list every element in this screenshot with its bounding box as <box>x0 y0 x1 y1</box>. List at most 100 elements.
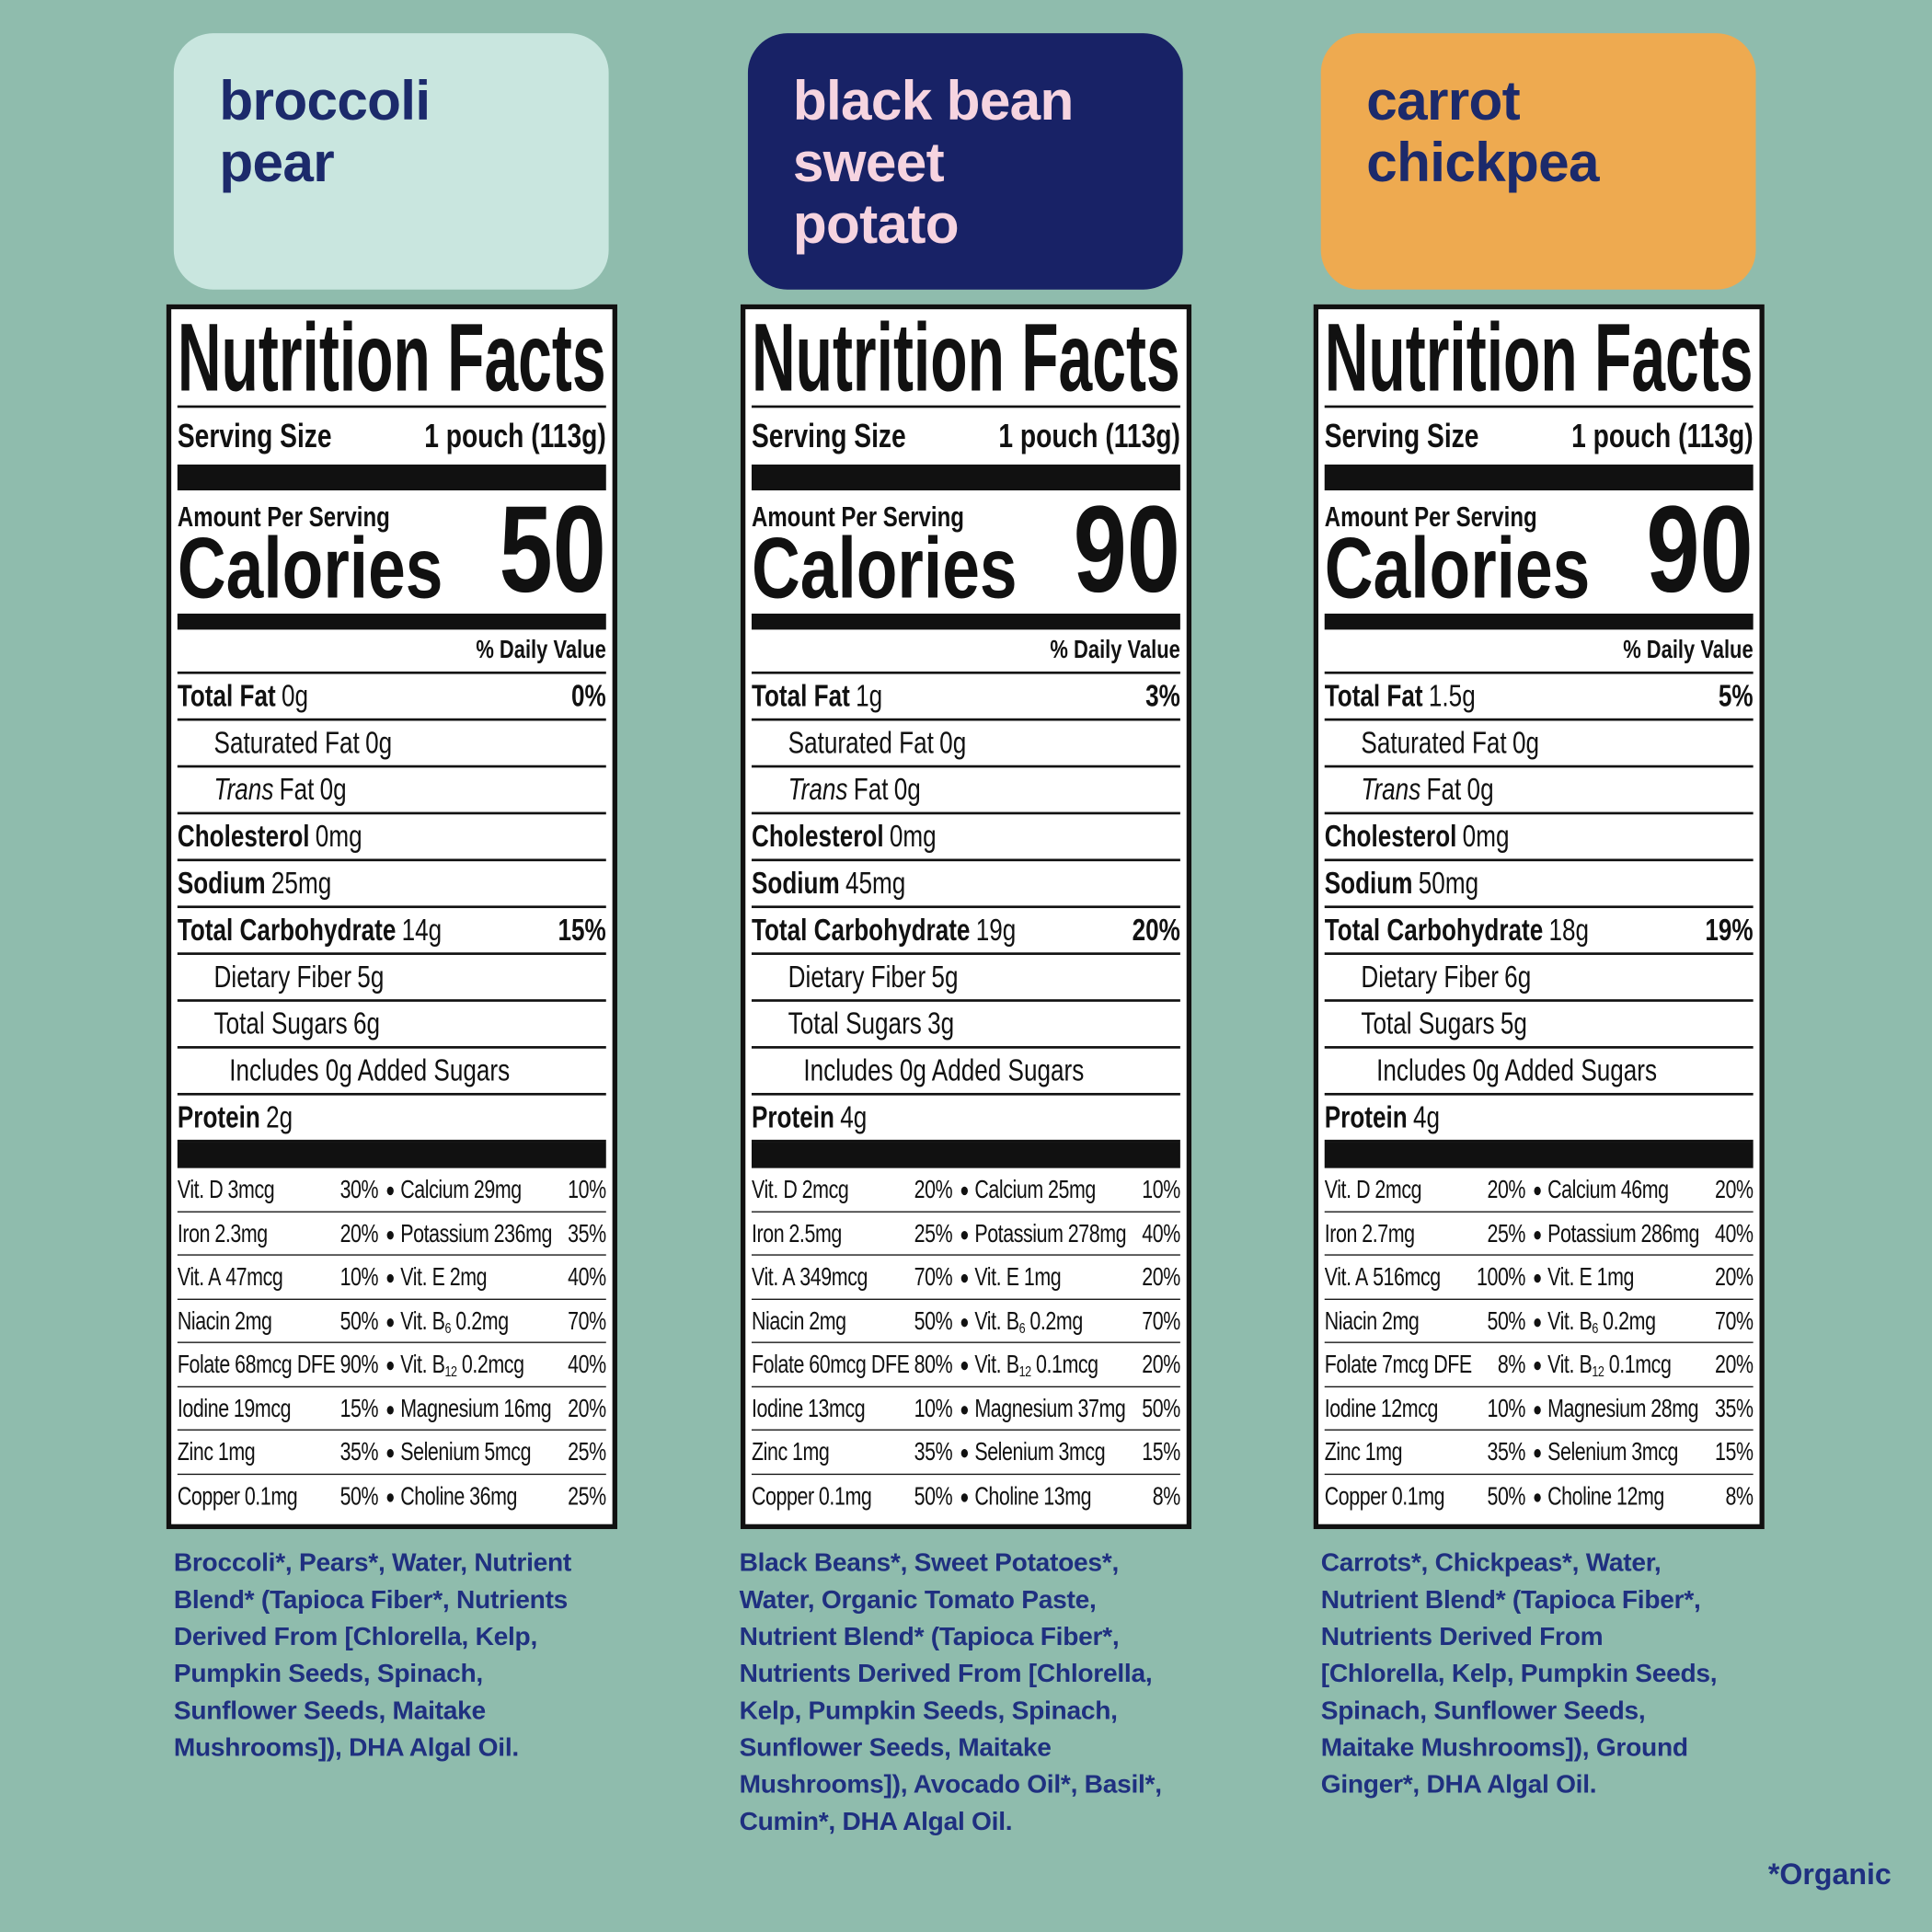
vitamin-dv: 35% <box>1487 1437 1526 1466</box>
vitamin-dv: 8% <box>1497 1350 1526 1379</box>
vitamin-dv: 35% <box>568 1219 606 1248</box>
medium-rule <box>1324 613 1754 630</box>
bullet <box>960 1186 968 1196</box>
nutrient-dv: 19% <box>1705 912 1754 948</box>
vitamin-dv: 25% <box>568 1481 606 1511</box>
vitamin-row: Vit. A 47mcg 10% Vit. E 2mg 40% <box>177 1256 606 1300</box>
vitamin-subscript: 12 <box>444 1363 457 1381</box>
vitamin-row: Copper 0.1mg 50% Choline 36mg 25% <box>178 1474 606 1516</box>
vitamin-label: Selenium <box>400 1437 480 1466</box>
vitamin-name: Copper 0.1mg <box>178 1474 298 1518</box>
title-text: Nutrition Facts <box>1324 304 1754 412</box>
vitamin-name: Folate 68mcg DFE <box>178 1343 336 1387</box>
vitamin-amount: 0.2mg <box>455 1306 509 1336</box>
vitamin-label: Vit. D <box>177 1175 224 1204</box>
nutrition-label: Nutrition Facts Serving Size 1 pouch (113g… <box>166 304 617 1530</box>
vitamin-name: Magnesium 37mg <box>974 1386 1125 1431</box>
product-name-line: black bean <box>792 69 1075 132</box>
vitamin-row: Zinc 1mg 35% Selenium 3mcg 15% <box>1324 1431 1754 1475</box>
vitamin-label: Magnesium <box>1547 1394 1647 1423</box>
vitamin-label: Zinc <box>751 1437 788 1466</box>
vitamin-dv: 50% <box>914 1306 952 1336</box>
vitamin-label: Choline <box>973 1481 1039 1511</box>
daily-value-header: % Daily Value <box>1324 629 1754 674</box>
vitamin-row: Copper 0.1mg 50% Choline 12mg 8% <box>1325 1474 1754 1516</box>
vitamin-dv: 15% <box>339 1394 379 1423</box>
vitamin-row: Iodine 12mcg 10% Magnesium 28mg 35% <box>1324 1386 1754 1431</box>
nutrient-amount: 0g <box>365 725 393 760</box>
ingredients-line: [Chlorella, Kelp, Pumpkin Seeds, <box>1320 1660 1718 1688</box>
vitamin-row: Vit. D 2mcg 20% Calcium 25mg 10% <box>751 1168 1180 1213</box>
nutrient-row: Protein 4g <box>751 1096 1180 1143</box>
thick-rule <box>751 1142 1180 1168</box>
vitamin-label: Folate <box>1324 1350 1377 1379</box>
vitamin-dv: 70% <box>1141 1306 1180 1336</box>
nutrient-amount: 0g <box>319 772 347 807</box>
nutrient-row: Sodium 45mg <box>751 861 1180 909</box>
vitamin-amount: 25mg <box>1047 1175 1096 1204</box>
ingredients-line: Derived From [Chlorella, Kelp, <box>173 1622 538 1651</box>
vitamin-amount: 0.1mg <box>818 1481 871 1511</box>
product-header: broccoli pear <box>173 33 609 290</box>
nutrient-name: Total Fat <box>177 678 276 713</box>
nutrient-name: Protein <box>751 1099 834 1134</box>
nutrient-amount: 5g <box>1500 1006 1527 1041</box>
bullet <box>960 1405 968 1414</box>
nutrient-row: Dietary Fiber 5g <box>751 955 1180 1002</box>
serving-value: 1 pouch (113g) <box>1571 417 1754 454</box>
vitamin-name: Vit. E 1mg <box>1547 1256 1634 1300</box>
vitamin-row: Iron 2.7mg 25% Potassium 286mg 40% <box>1324 1212 1754 1256</box>
nutrient-dv: 3% <box>1144 678 1180 713</box>
vitamin-amount: 2.3mg <box>214 1219 268 1248</box>
vitamin-name: Selenium 3mcg <box>974 1431 1105 1475</box>
vitamin-dv: 35% <box>339 1437 379 1466</box>
vitamin-amount: 0.1mg <box>244 1481 298 1511</box>
ingredients: Black Beans*, Sweet Potatoes*, Water, Org… <box>740 1545 1162 1840</box>
medium-rule <box>177 613 606 630</box>
bullet <box>960 1492 968 1501</box>
vitamin-amount: 3mcg <box>1631 1437 1678 1466</box>
nutrient-row: Sodium 50mg <box>1324 861 1754 909</box>
serving-row: Serving Size 1 pouch (113g) <box>178 408 606 465</box>
product-name-line: sweet <box>792 130 945 194</box>
vitamin-amount: 2.5mg <box>788 1219 842 1248</box>
vitamin-amount: 13mg <box>1042 1481 1091 1511</box>
nutrient-name: Saturated Fat <box>1361 725 1507 760</box>
vitamin-amount: 68mcg DFE <box>235 1350 336 1379</box>
vitamin-amount: 16mg <box>503 1394 552 1423</box>
vitamin-name: Potassium 286mg <box>1547 1212 1699 1256</box>
calories-block: Amount Per Serving Calories 90 <box>751 488 1179 614</box>
nutrient-row: Cholesterol 0mg <box>1324 814 1754 862</box>
vitamin-label: Iron <box>1324 1219 1358 1248</box>
bullet <box>386 1317 394 1327</box>
vitamin-name: Niacin 2mg <box>1325 1299 1420 1343</box>
vitamin-name: Folate 7mcg DFE <box>1325 1343 1472 1387</box>
nutrient-row: Total Fat 1.5g 5% <box>1324 674 1754 721</box>
vitamin-amount: 1mg <box>791 1437 829 1466</box>
vitamin-name: Calcium 25mg <box>974 1168 1096 1213</box>
vitamin-label: Vit. A <box>177 1262 222 1292</box>
vitamin-amount: 1mg <box>1023 1262 1061 1292</box>
nutrient-amount: 4g <box>839 1099 867 1134</box>
amount-per-serving: Amount Per Serving <box>1324 500 1537 533</box>
vitamin-name: Copper 0.1mg <box>751 1474 871 1518</box>
nutrient-name: Total Fat <box>1324 678 1423 713</box>
vitamin-amount: 0.1mcg <box>1035 1350 1098 1379</box>
vitamin-subscript: 6 <box>1018 1318 1025 1337</box>
vitamin-dv: 20% <box>1141 1350 1180 1379</box>
nutrient-row: Dietary Fiber 6g <box>1324 955 1754 1002</box>
vitamin-row: Folate 68mcg DFE 90% Vit. B12 0.2mcg 40% <box>177 1343 606 1387</box>
product-name-line: potato <box>792 191 960 256</box>
bullet <box>1534 1492 1541 1501</box>
thick-rule <box>177 1142 606 1168</box>
calories-value: 90 <box>1646 480 1754 619</box>
vitamin-label: Iodine <box>751 1394 803 1423</box>
nutrient-row: Total Sugars 5g <box>1324 1002 1754 1049</box>
vitamin-dv: 15% <box>1141 1437 1180 1466</box>
bullet <box>960 1317 968 1327</box>
nutrition-label: Nutrition Facts Serving Size 1 pouch (113g… <box>740 304 1191 1530</box>
label-body: Nutrition Facts Serving Size 1 pouch (113g… <box>177 309 606 1517</box>
vitamin-amount: 36mg <box>469 1481 518 1511</box>
vitamin-dv: 50% <box>339 1481 379 1511</box>
amount-per-serving: Amount Per Serving <box>751 500 964 533</box>
